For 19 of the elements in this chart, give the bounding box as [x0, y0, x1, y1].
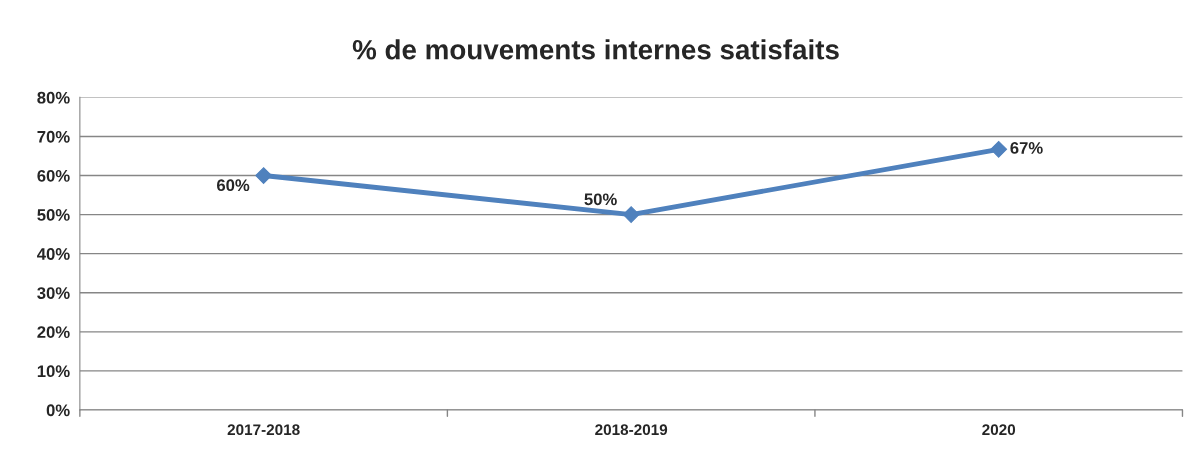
- y-tick-label: 10%: [37, 365, 70, 378]
- point: [990, 140, 1008, 158]
- data-label: 50%: [584, 193, 617, 206]
- y-tick-label: 0%: [46, 404, 70, 417]
- y-tick-label: 30%: [37, 287, 70, 299]
- y-tick-label: 40%: [37, 248, 70, 260]
- chart-title: % de mouvements internes satisfaits: [352, 39, 839, 60]
- data-label: 67%: [1010, 142, 1043, 154]
- y-tick-label: 50%: [37, 209, 70, 221]
- point: [622, 206, 640, 223]
- x-tick-label: 2017-2018: [227, 424, 300, 436]
- data-label: 60%: [216, 179, 250, 192]
- point: [255, 167, 273, 184]
- y-tick-label: 80%: [37, 91, 70, 104]
- x-tick-label: 2018-2019: [595, 424, 668, 436]
- y-tick-label: 60%: [37, 169, 70, 182]
- y-tick-label: 70%: [37, 130, 70, 143]
- y-tick-label: 20%: [37, 326, 70, 339]
- x-tick-label: 2020: [982, 424, 1016, 436]
